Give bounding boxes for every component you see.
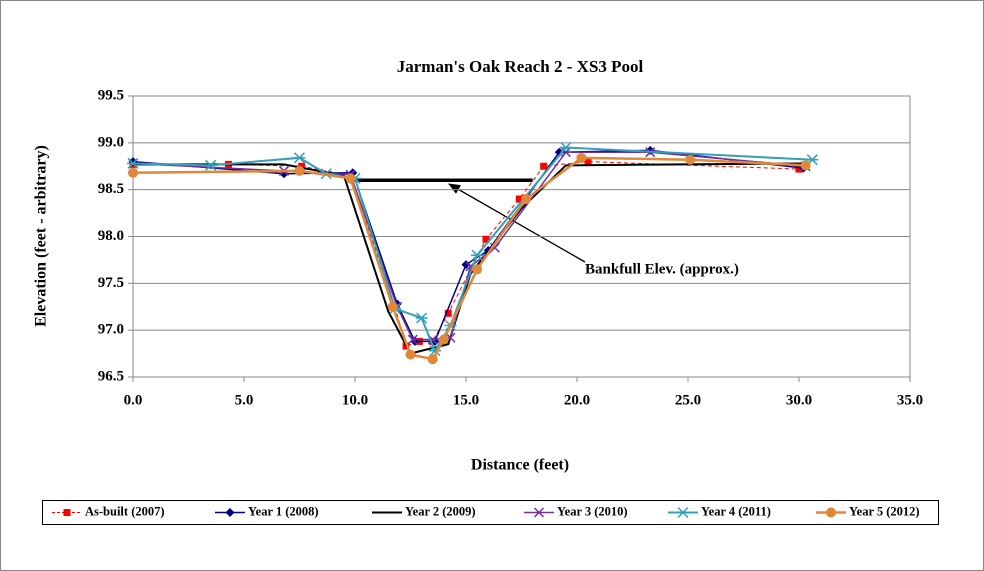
- marker: [293, 152, 306, 164]
- marker: [520, 194, 531, 205]
- marker: [554, 147, 564, 157]
- legend-label: As-built (2007): [85, 504, 165, 518]
- x-tick-label: 15.0: [453, 392, 479, 408]
- legend-label: Year 1 (2008): [248, 504, 319, 518]
- marker: [515, 195, 523, 203]
- marker: [387, 301, 398, 312]
- x-tick-label: 0.0: [124, 392, 143, 408]
- marker: [128, 167, 138, 178]
- y-tick-label: 99.0: [98, 134, 124, 150]
- marker: [559, 141, 572, 154]
- y-tick-label: 98.0: [98, 228, 124, 244]
- legend-label: Year 5 (2012): [849, 504, 920, 518]
- y-tick-label: 96.5: [98, 368, 124, 384]
- series-line: [133, 161, 800, 347]
- marker: [345, 173, 356, 184]
- annotation-arrow: [448, 183, 586, 263]
- y-tick-label: 97.5: [98, 275, 124, 291]
- annotation: Bankfull Elev. (approx.): [585, 261, 739, 277]
- marker: [826, 507, 836, 518]
- marker: [677, 506, 689, 519]
- legend-label: Year 3 (2010): [557, 504, 628, 518]
- chart-title: Jarman's Oak Reach 2 - XS3 Pool: [397, 57, 644, 76]
- x-tick-label: 25.0: [675, 392, 701, 408]
- legend-label: Year 2 (2009): [405, 504, 476, 518]
- marker: [427, 354, 438, 365]
- marker: [405, 349, 416, 360]
- marker: [225, 508, 235, 517]
- y-axis-label: Elevation (feet - arbitrary): [33, 145, 50, 327]
- x-tick-label: 30.0: [786, 392, 812, 408]
- x-tick-label: 35.0: [897, 392, 923, 408]
- marker: [471, 249, 484, 261]
- x-tick-label: 20.0: [564, 392, 590, 408]
- marker: [533, 507, 545, 518]
- marker: [584, 158, 592, 166]
- marker: [795, 165, 803, 173]
- x-tick-label: 10.0: [342, 392, 368, 408]
- marker: [472, 264, 483, 275]
- marker: [685, 154, 696, 165]
- marker: [576, 152, 587, 163]
- marker: [415, 312, 428, 324]
- marker: [204, 159, 217, 171]
- series-line: [132, 156, 806, 361]
- marker: [444, 309, 452, 317]
- series-line: [132, 146, 813, 353]
- marker: [489, 242, 500, 253]
- legend-box: [42, 500, 939, 525]
- marker: [540, 162, 548, 170]
- marker: [63, 509, 71, 516]
- legend-label: Year 4 (2011): [701, 504, 771, 518]
- y-tick-label: 98.5: [98, 181, 124, 197]
- plot-border: [132, 95, 911, 378]
- marker: [800, 160, 811, 171]
- marker: [294, 165, 305, 176]
- y-tick-label: 97.0: [98, 322, 124, 338]
- x-axis-label: Distance (feet): [471, 457, 569, 474]
- marker: [438, 334, 449, 345]
- marker: [461, 260, 471, 270]
- x-tick-label: 5.0: [235, 392, 254, 408]
- marker: [482, 235, 490, 243]
- marker: [407, 334, 418, 345]
- marker: [127, 157, 139, 169]
- marker: [298, 162, 306, 170]
- y-tick-label: 99.5: [98, 87, 124, 103]
- marker: [560, 147, 571, 158]
